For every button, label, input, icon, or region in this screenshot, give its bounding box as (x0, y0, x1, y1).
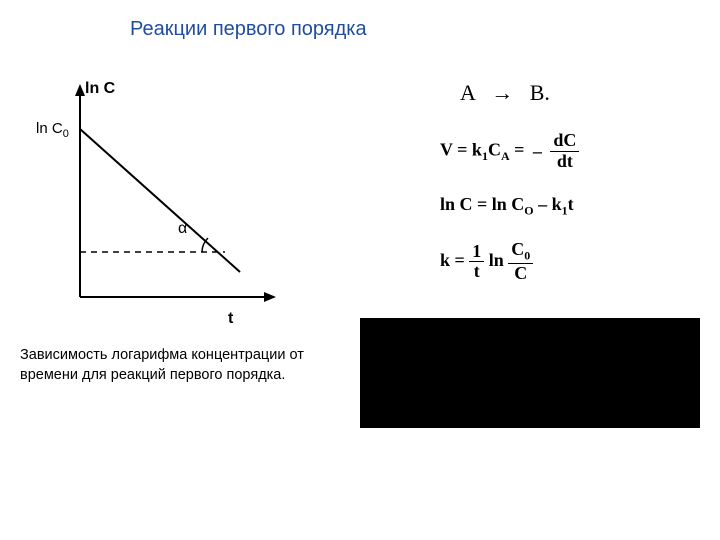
k-mid: ln (489, 250, 509, 270)
k-den2: C (508, 264, 533, 284)
minus-sign: – (533, 141, 542, 162)
rate-den: dt (550, 152, 579, 172)
k-lhs: k = (440, 250, 469, 270)
caption-line2: времени для реакций первого порядка. (20, 367, 285, 383)
reaction-equation: A → B. (460, 80, 700, 106)
caption-line1: Зависимость логарифма концентрации от (20, 347, 304, 363)
linear-equation: ln C = ln CO – k1t (440, 194, 700, 219)
angle-label: α (178, 220, 187, 238)
x-axis-label: t (228, 310, 233, 328)
equations-area: A → B. V = k1CA = – dC dt ln C = ln CO –… (440, 80, 700, 284)
y-intercept-label: ln C0 (36, 120, 69, 140)
reaction-arrow: → (491, 80, 513, 105)
page-title: Реакции первого порядка (130, 18, 367, 41)
k-frac2: C0 C (508, 240, 533, 284)
rate-lhs: V = k (440, 139, 482, 159)
lin-a: ln C = ln C (440, 194, 524, 214)
black-box (360, 318, 700, 428)
rate-num: dC (550, 131, 579, 152)
graph-container: ln C ln C0 t α (30, 82, 290, 342)
y-axis-label: ln C (85, 80, 115, 98)
rate-eq: = (510, 139, 529, 159)
rate-mid: C (488, 139, 501, 159)
k-frac1: 1 t (469, 242, 484, 283)
k-equation: k = 1 t ln C0 C (440, 240, 700, 284)
k-num2a: C (511, 239, 524, 259)
lnc0-sub: 0 (63, 128, 69, 140)
y-axis-arrow (75, 84, 85, 96)
rate-csub: A (501, 149, 510, 163)
lin-subo: O (524, 203, 533, 217)
k-num2sub: 0 (524, 249, 530, 263)
k-num2: C0 (508, 240, 533, 264)
lin-b: – k (534, 194, 562, 214)
lin-c: t (568, 194, 574, 214)
x-axis-arrow (264, 292, 276, 302)
rate-fraction: dC dt (550, 131, 579, 172)
trend-line (80, 129, 240, 272)
rate-equation: V = k1CA = – dC dt (440, 131, 700, 172)
graph-svg (30, 82, 290, 342)
k-num1: 1 (469, 242, 484, 263)
graph-caption: Зависимость логарифма концентрации от вр… (20, 346, 340, 385)
lnc0-text: ln C (36, 120, 63, 137)
reaction-lhs: A (460, 80, 475, 105)
k-den1: t (469, 262, 484, 282)
reaction-rhs: B. (530, 80, 550, 105)
